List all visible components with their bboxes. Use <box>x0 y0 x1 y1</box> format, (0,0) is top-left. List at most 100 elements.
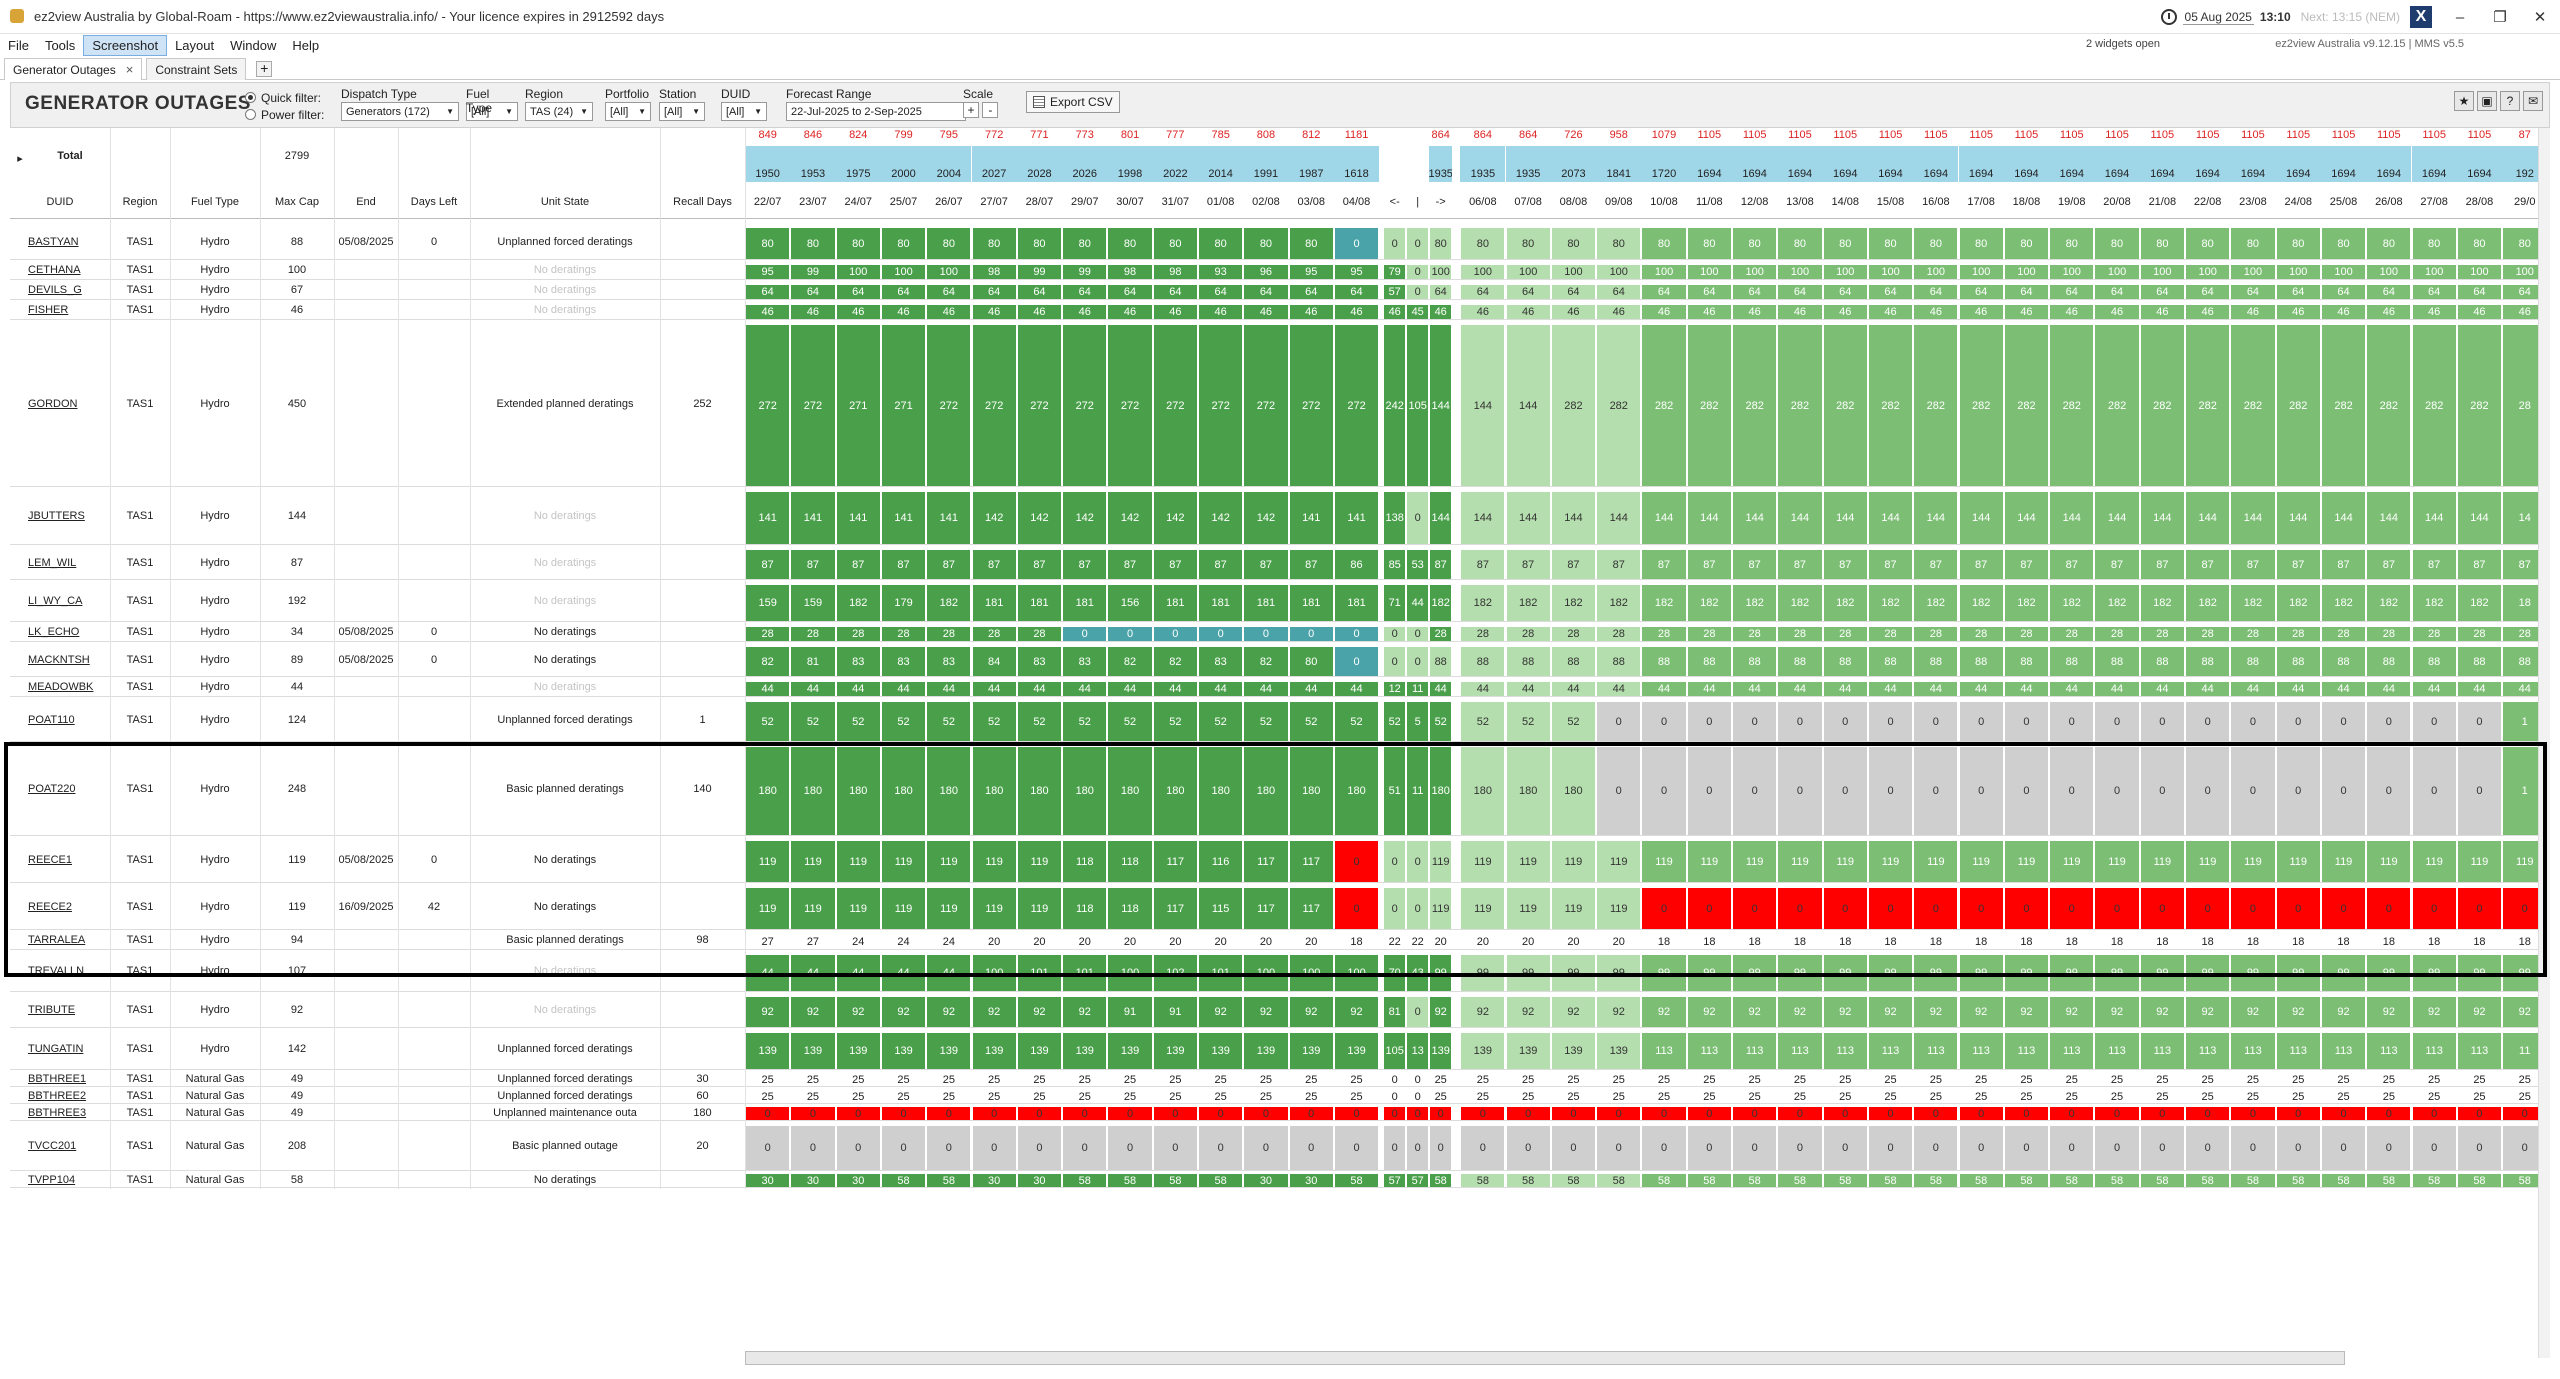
date-header[interactable]: 20/08 <box>2103 196 2131 208</box>
date-header[interactable]: 29/07 <box>1070 196 1099 208</box>
date-header[interactable]: 24/08 <box>2284 196 2312 208</box>
date-header[interactable]: 31/07 <box>1161 196 1190 208</box>
menu-file[interactable]: File <box>8 37 29 53</box>
current-time[interactable]: 13:10 <box>2259 10 2291 24</box>
duid-link[interactable]: TVPP104 <box>28 1173 76 1186</box>
tab-close-icon[interactable]: × <box>125 62 134 77</box>
forecast-range-select[interactable]: 22-Jul-2025 to 2-Sep-2025 <box>786 102 966 121</box>
date-header[interactable]: 17/08 <box>1967 196 1995 208</box>
duid-link[interactable]: LEM_WIL <box>28 556 77 569</box>
duid-link[interactable]: POAT110 <box>28 713 75 726</box>
column-header-days-left[interactable]: Days Left <box>410 196 458 208</box>
menu-window[interactable]: Window <box>230 37 277 53</box>
date-header[interactable]: 30/07 <box>1116 196 1144 208</box>
date-header[interactable]: 27/07 <box>980 196 1008 208</box>
duid-link[interactable]: LK_ECHO <box>28 626 80 638</box>
date-header[interactable]: 23/08 <box>2239 196 2267 208</box>
menu-help[interactable]: Help <box>292 37 320 53</box>
fuel-type-select[interactable]: [All] ▼ <box>466 102 518 121</box>
tab-constraint-sets[interactable]: Constraint Sets <box>146 58 247 80</box>
date-header[interactable]: 06/08 <box>1469 196 1497 208</box>
date-header[interactable]: 29/0 <box>2514 196 2536 208</box>
ez2view-x-icon[interactable]: X <box>2410 6 2432 28</box>
date-header[interactable]: 19/08 <box>2057 196 2086 208</box>
date-header[interactable]: 22/08 <box>2193 196 2222 208</box>
duid-link[interactable]: TARRALEA <box>28 934 86 946</box>
duid-link[interactable]: CETHANA <box>28 264 81 276</box>
date-header[interactable]: 22/07 <box>753 196 782 208</box>
duid-link[interactable]: MACKNTSH <box>28 653 90 666</box>
power-filter-radio[interactable] <box>245 109 256 120</box>
duid-select[interactable]: [All] ▼ <box>721 102 767 121</box>
chat-icon[interactable]: ✉ <box>2523 91 2543 111</box>
date-header[interactable]: 14/08 <box>1831 196 1859 208</box>
duid-link[interactable]: BBTHREE3 <box>28 1106 87 1119</box>
menu-screenshot[interactable]: Screenshot <box>83 34 168 56</box>
duid-link[interactable]: MEADOWBK <box>28 681 94 693</box>
duid-link[interactable]: TVCC201 <box>28 1140 77 1152</box>
date-header[interactable]: 27/08 <box>2420 196 2448 208</box>
duid-link[interactable]: GORDON <box>28 397 78 410</box>
column-header-end[interactable]: End <box>356 196 376 208</box>
duid-link[interactable]: FISHER <box>28 304 69 316</box>
duid-link[interactable]: DEVILS_G <box>28 284 82 296</box>
add-tab-button[interactable]: + <box>256 61 273 77</box>
date-header[interactable]: 08/08 <box>1559 196 1588 208</box>
export-csv-button[interactable]: Export CSV <box>1026 91 1120 113</box>
date-header[interactable]: 24/07 <box>844 196 872 208</box>
date-header[interactable]: 16/08 <box>1922 196 1950 208</box>
vertical-scrollbar[interactable] <box>2538 128 2550 1358</box>
date-header[interactable]: 11/08 <box>1695 196 1723 208</box>
scale-plus-button[interactable]: + <box>963 102 979 118</box>
date-header[interactable]: 10/08 <box>1650 196 1678 208</box>
close-window-button[interactable]: ✕ <box>2533 9 2547 26</box>
date-header[interactable]: 01/08 <box>1206 196 1235 208</box>
column-header-fuel-type[interactable]: Fuel Type <box>190 196 240 208</box>
duid-link[interactable]: TUNGATIN <box>28 1043 84 1055</box>
date-header[interactable]: 12/08 <box>1740 196 1769 208</box>
date-header[interactable]: 26/07 <box>935 196 963 208</box>
camera-icon[interactable]: ▣ <box>2477 91 2497 111</box>
date-header[interactable]: 04/08 <box>1342 196 1371 208</box>
restore-button[interactable]: ❐ <box>2493 9 2507 26</box>
duid-link[interactable]: BASTYAN <box>28 235 79 248</box>
current-date[interactable]: 05 Aug 2025 <box>2182 9 2254 25</box>
date-header[interactable]: 02/08 <box>1252 196 1280 208</box>
duid-link[interactable]: BBTHREE1 <box>28 1072 87 1085</box>
date-header[interactable]: 26/08 <box>2375 196 2403 208</box>
region-select[interactable]: TAS (24) ▼ <box>525 102 593 121</box>
duid-link[interactable]: POAT220 <box>28 783 76 795</box>
date-header[interactable]: 03/08 <box>1297 196 1325 208</box>
date-header[interactable]: | <box>1416 196 1420 208</box>
duid-link[interactable]: TREVALLN <box>28 965 85 977</box>
date-header[interactable]: 28/07 <box>1025 196 1054 208</box>
expand-total-icon[interactable]: ▸ <box>17 152 23 165</box>
datetime-selector[interactable]: 05 Aug 2025 13:10 <box>2182 9 2291 25</box>
column-header-recall-days[interactable]: Recall Days <box>673 196 732 208</box>
dispatch-type-select[interactable]: Generators (172) ▼ <box>341 102 459 121</box>
tab-generator-outages[interactable]: Generator Outages × <box>4 58 143 80</box>
column-header-max-cap[interactable]: Max Cap <box>274 196 320 208</box>
date-header[interactable]: 13/08 <box>1786 196 1814 208</box>
duid-link[interactable]: JBUTTERS <box>28 510 85 522</box>
date-header[interactable]: <- <box>1389 196 1400 208</box>
horizontal-scrollbar[interactable] <box>745 1351 2345 1365</box>
menu-layout[interactable]: Layout <box>175 37 215 53</box>
duid-link[interactable]: REECE2 <box>28 900 73 913</box>
duid-link[interactable]: TRIBUTE <box>28 1004 76 1016</box>
date-header[interactable]: 07/08 <box>1514 196 1542 208</box>
date-header[interactable]: 09/08 <box>1604 196 1633 208</box>
date-header[interactable]: 25/08 <box>2329 196 2358 208</box>
column-header-region[interactable]: Region <box>122 196 158 208</box>
quick-filter-radio[interactable] <box>245 92 256 103</box>
duid-link[interactable]: LI_WY_CA <box>28 595 83 607</box>
date-header[interactable]: 18/08 <box>2012 196 2041 208</box>
date-header[interactable]: 28/08 <box>2465 196 2494 208</box>
duid-link[interactable]: BBTHREE2 <box>28 1089 87 1102</box>
duid-link[interactable]: REECE1 <box>28 853 73 866</box>
date-header[interactable]: 15/08 <box>1876 196 1905 208</box>
date-header[interactable]: 25/07 <box>889 196 918 208</box>
date-header[interactable]: 23/07 <box>799 196 827 208</box>
star-icon[interactable]: ★ <box>2454 91 2474 111</box>
station-select[interactable]: [All] ▼ <box>659 102 705 121</box>
